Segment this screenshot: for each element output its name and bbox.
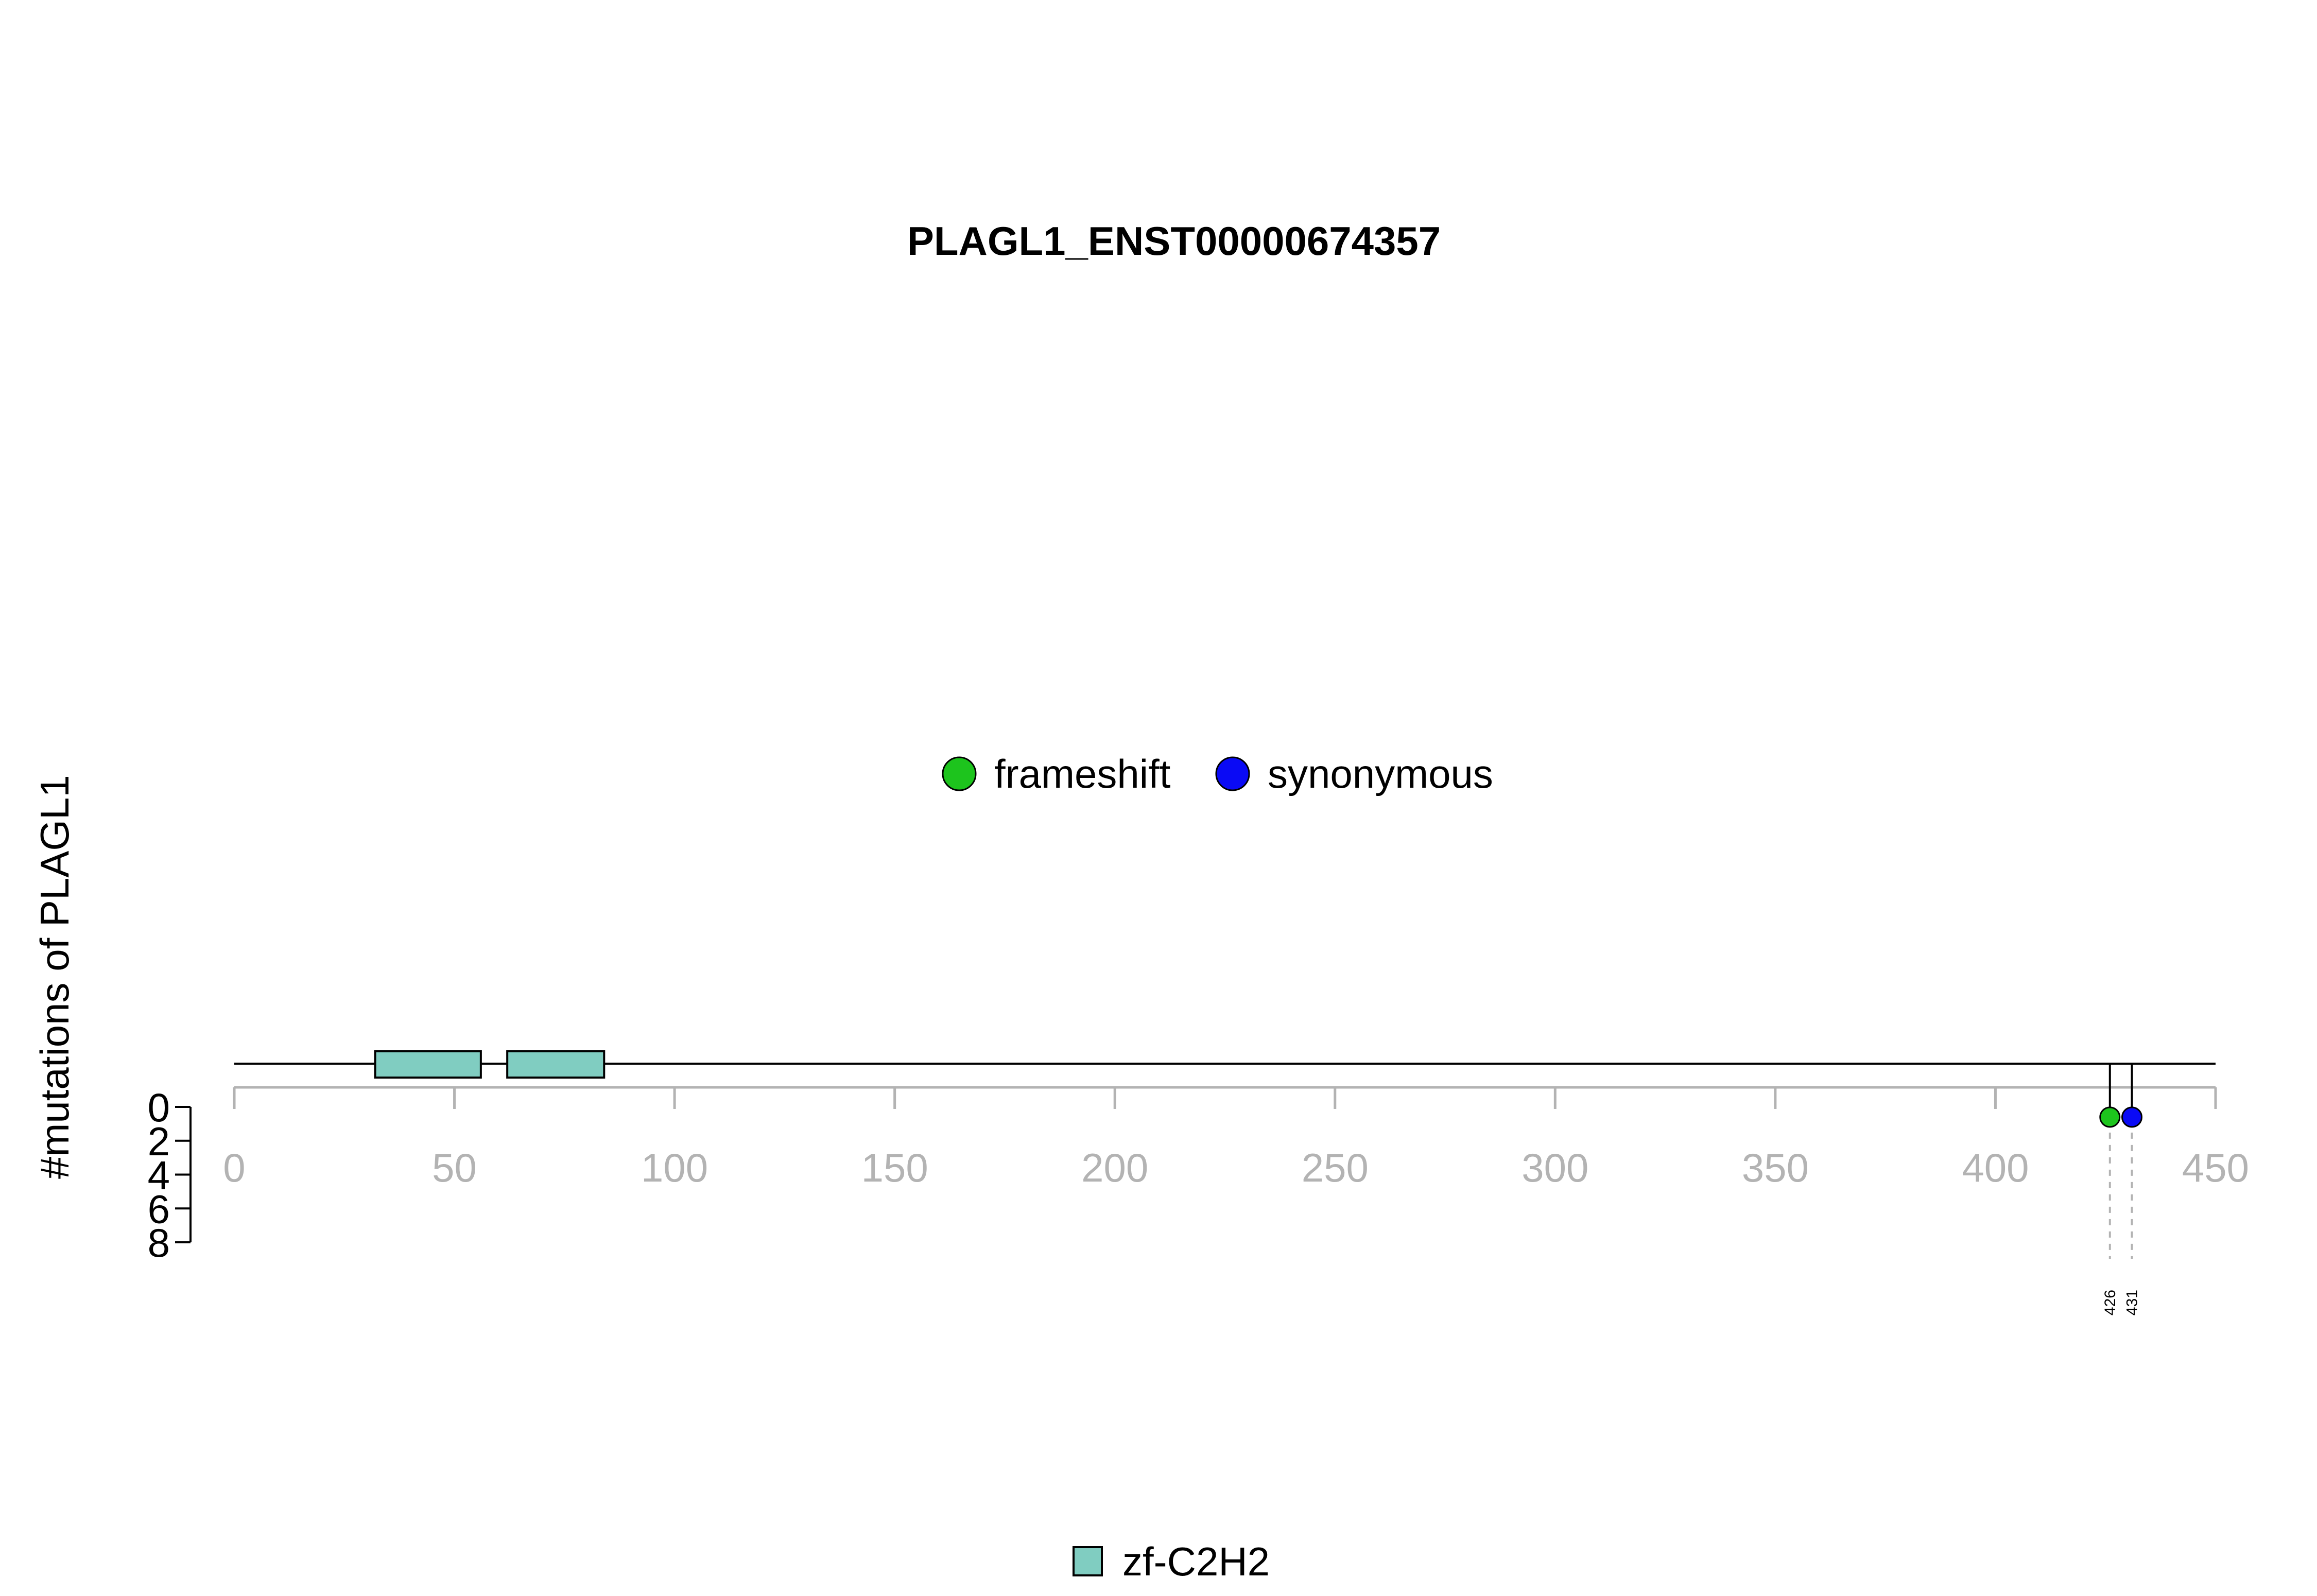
x-tick-label-0: 0	[223, 1145, 245, 1190]
x-tick-label-400: 400	[1962, 1145, 2029, 1190]
domain-zf-C2H2-1	[374, 1050, 482, 1079]
legend-label-frameshift: frameshift	[994, 751, 1171, 796]
mutation-layer: 426 431	[2099, 1064, 2143, 1315]
y-tick-label-6: 6	[148, 1186, 170, 1231]
x-tick-label-100: 100	[641, 1145, 708, 1190]
x-tick-label-450: 450	[2182, 1145, 2249, 1190]
y-axis-label: #mutations of PLAGL1	[32, 775, 77, 1179]
mutation-legend: frameshift synonymous	[942, 751, 1493, 796]
y-tick-label-4: 4	[148, 1153, 170, 1198]
domain-legend-swatch-zf-C2H2	[1073, 1546, 1103, 1576]
domain-zf-C2H2-2	[506, 1050, 606, 1079]
y-tick-label-2: 2	[148, 1119, 170, 1164]
x-tick-label-200: 200	[1081, 1145, 1148, 1190]
x-axis: 0 50 100 150 200 250 300 350 400 450	[223, 1086, 2249, 1190]
x-tick-label-150: 150	[861, 1145, 928, 1190]
x-tick-label-350: 350	[1742, 1145, 1809, 1190]
mutation-position-label-426: 426	[2102, 1290, 2119, 1315]
legend-marker-frameshift	[942, 756, 977, 791]
x-tick-label-300: 300	[1521, 1145, 1588, 1190]
y-tick-label-0: 0	[148, 1085, 170, 1130]
x-tick-label-50: 50	[432, 1145, 477, 1190]
domain-layer	[374, 1050, 606, 1079]
y-tick-label-8: 8	[148, 1220, 170, 1265]
x-tick-label-250: 250	[1302, 1145, 1369, 1190]
domain-legend-label-zf-C2H2: zf-C2H2	[1122, 1539, 1270, 1584]
legend-marker-synonymous	[1215, 756, 1250, 791]
chart-title: PLAGL1_ENST00000674357	[907, 218, 1441, 264]
domain-legend: zf-C2H2	[1073, 1539, 1270, 1584]
mutation-point-431	[2121, 1106, 2143, 1128]
legend-label-synonymous: synonymous	[1268, 751, 1493, 796]
mutation-point-426	[2099, 1106, 2121, 1128]
mutation-position-label-431: 431	[2124, 1290, 2141, 1315]
